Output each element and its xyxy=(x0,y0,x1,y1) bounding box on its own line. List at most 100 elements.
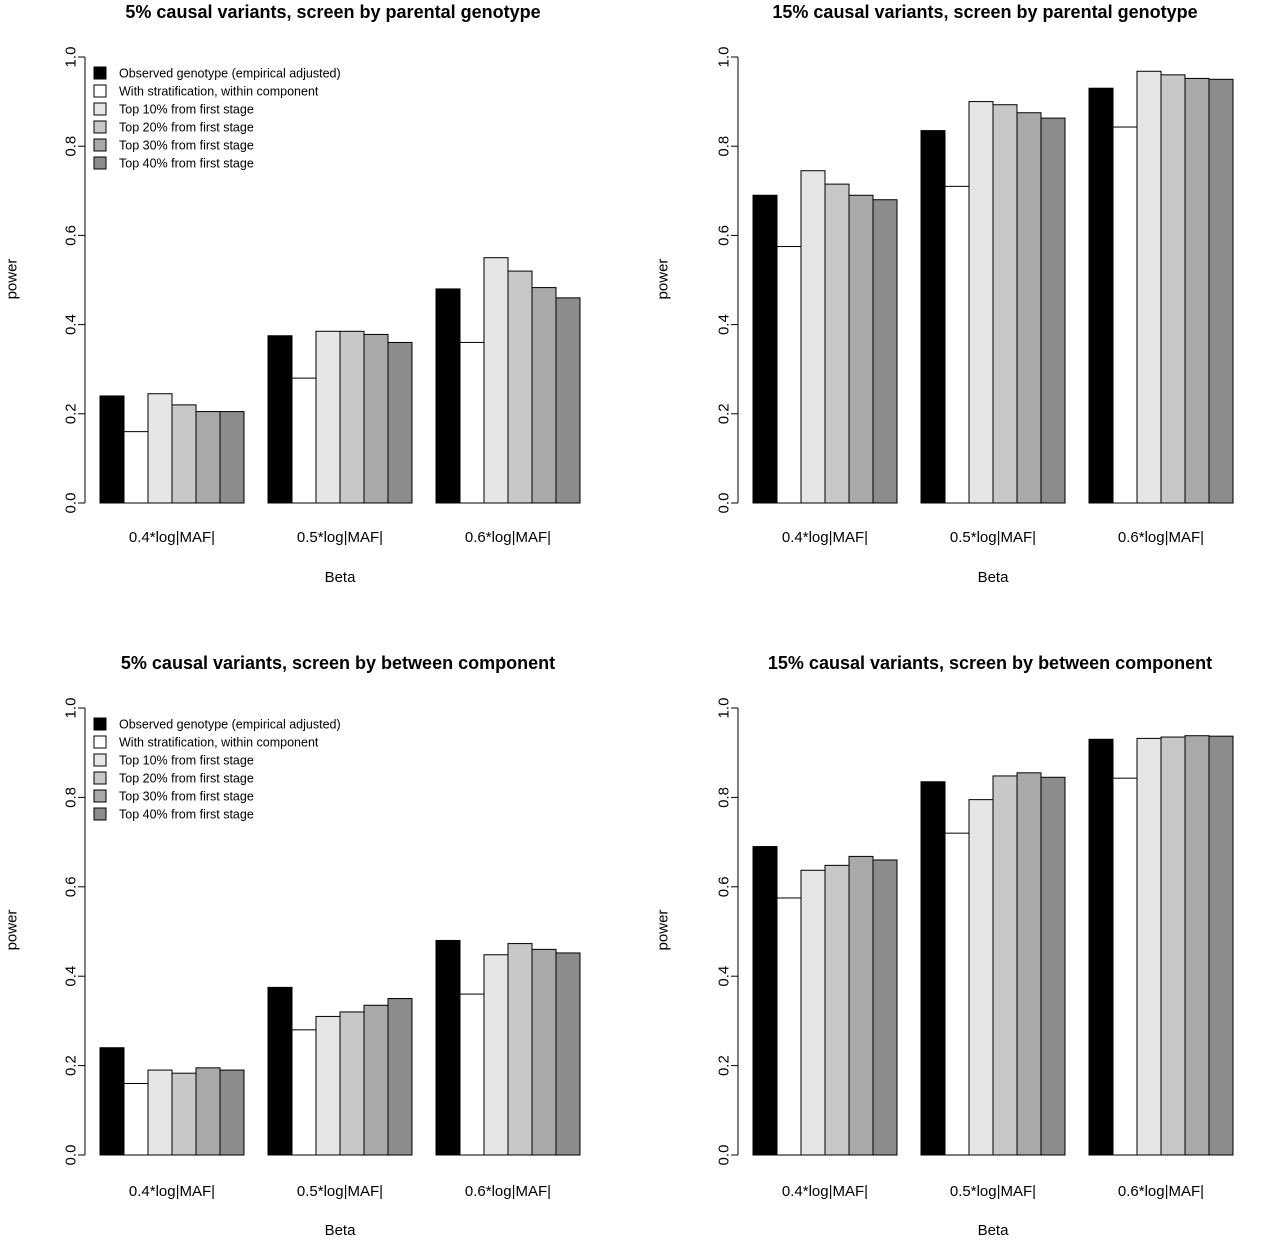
chart-panel-2: 15% causal variants, screen by parental … xyxy=(655,2,1234,586)
bar-series-3-cat-1 xyxy=(147,393,173,504)
legend-swatch xyxy=(93,120,107,134)
bar-series-6-cat-1 xyxy=(219,411,245,504)
bar-series-2-cat-3 xyxy=(459,341,485,504)
y-tick-label: 0.0 xyxy=(716,1145,733,1166)
bar-series-4-cat-1 xyxy=(171,404,197,504)
y-tick-label: 0.4 xyxy=(716,314,733,335)
legend: Observed genotype (empirical adjusted) Wi… xyxy=(93,66,341,171)
bar-series-6-cat-2 xyxy=(1040,117,1066,504)
bar-series-2-cat-3 xyxy=(1112,126,1138,504)
bar-series-1-cat-1 xyxy=(99,395,125,504)
bar-series-6-cat-1 xyxy=(872,199,898,504)
bar-series-4-cat-2 xyxy=(339,1011,365,1156)
x-category-label: 0.4*log|MAF| xyxy=(129,529,215,546)
bar-series-2-cat-2 xyxy=(944,832,970,1156)
bar-series-2-cat-3 xyxy=(459,993,485,1156)
x-category-label: 0.5*log|MAF| xyxy=(297,1183,383,1200)
y-tick-label: 0.0 xyxy=(716,493,733,514)
legend-label: With stratification, within component xyxy=(119,85,319,99)
y-tick-label: 0.4 xyxy=(63,314,80,335)
bar-series-1-cat-3 xyxy=(435,288,461,504)
bar-series-6-cat-3 xyxy=(555,297,581,504)
bar-series-3-cat-1 xyxy=(147,1069,173,1156)
bar-series-4-cat-2 xyxy=(992,104,1018,504)
y-axis-title: power xyxy=(4,259,21,300)
y-tick-label: 1.0 xyxy=(63,698,80,719)
legend-swatch xyxy=(93,66,107,80)
bar-series-2-cat-2 xyxy=(291,1029,317,1156)
bar-series-5-cat-1 xyxy=(848,855,874,1156)
bar-series-3-cat-3 xyxy=(483,257,509,504)
bar-series-6-cat-3 xyxy=(555,952,581,1156)
x-category-label: 0.4*log|MAF| xyxy=(782,1183,868,1200)
legend-swatch xyxy=(93,807,107,821)
y-tick-label: 0.4 xyxy=(63,966,80,987)
legend-label: Top 20% from first stage xyxy=(119,772,254,786)
bar-series-2-cat-1 xyxy=(776,897,802,1156)
legend-swatch xyxy=(93,156,107,170)
y-tick-label: 0.0 xyxy=(63,1145,80,1166)
legend-label: Observed genotype (empirical adjusted) xyxy=(119,67,341,81)
x-axis-title: Beta xyxy=(978,1222,1010,1239)
y-axis-title: power xyxy=(4,910,21,951)
bar-series-5-cat-1 xyxy=(195,1067,221,1156)
bar-series-5-cat-2 xyxy=(363,1004,389,1156)
y-tick-label: 0.8 xyxy=(716,787,733,808)
bar-series-1-cat-3 xyxy=(1088,87,1114,504)
bar-series-2-cat-3 xyxy=(1112,777,1138,1156)
legend-label: Observed genotype (empirical adjusted) xyxy=(119,718,341,732)
bar-series-5-cat-2 xyxy=(363,333,389,504)
bar-series-1-cat-2 xyxy=(920,781,946,1156)
legend: Observed genotype (empirical adjusted) Wi… xyxy=(93,717,341,822)
bar-series-6-cat-3 xyxy=(1208,735,1234,1156)
bar-series-3-cat-3 xyxy=(1136,70,1162,504)
x-category-label: 0.5*log|MAF| xyxy=(950,529,1036,546)
bar-series-6-cat-3 xyxy=(1208,78,1234,504)
y-axis-title: power xyxy=(655,259,672,300)
y-tick-label: 0.2 xyxy=(63,1055,80,1076)
x-category-label: 0.6*log|MAF| xyxy=(1118,529,1204,546)
y-tick-label: 1.0 xyxy=(63,47,80,68)
bar-series-3-cat-1 xyxy=(800,170,826,504)
bar-series-3-cat-2 xyxy=(968,799,994,1156)
chart-title: 15% causal variants, screen by parental … xyxy=(772,2,1197,22)
bar-series-1-cat-3 xyxy=(435,939,461,1156)
legend-swatch xyxy=(93,771,107,785)
chart-title: 5% causal variants, screen by between co… xyxy=(121,653,555,673)
x-category-label: 0.5*log|MAF| xyxy=(950,1183,1036,1200)
bar-series-1-cat-1 xyxy=(752,846,778,1156)
y-tick-label: 0.4 xyxy=(716,966,733,987)
y-tick-label: 0.8 xyxy=(63,787,80,808)
legend-swatch xyxy=(93,138,107,152)
chart-panel-3: 5% causal variants, screen by between co… xyxy=(4,653,581,1239)
legend-label: Top 10% from first stage xyxy=(119,754,254,768)
x-category-label: 0.4*log|MAF| xyxy=(782,529,868,546)
bar-series-3-cat-1 xyxy=(800,869,826,1156)
bar-series-6-cat-1 xyxy=(219,1069,245,1156)
y-tick-label: 0.2 xyxy=(716,1055,733,1076)
y-tick-label: 0.6 xyxy=(63,225,80,246)
bar-series-5-cat-3 xyxy=(531,948,557,1156)
bar-series-6-cat-2 xyxy=(387,341,413,504)
bar-series-1-cat-2 xyxy=(267,335,293,504)
legend-label: Top 30% from first stage xyxy=(119,790,254,804)
x-axis-title: Beta xyxy=(325,1222,357,1239)
x-category-label: 0.5*log|MAF| xyxy=(297,529,383,546)
legend-swatch xyxy=(93,717,107,731)
bar-series-3-cat-3 xyxy=(1136,737,1162,1156)
y-tick-label: 0.2 xyxy=(716,403,733,424)
bar-series-4-cat-3 xyxy=(507,270,533,504)
bar-series-6-cat-2 xyxy=(387,998,413,1156)
legend-label: Top 10% from first stage xyxy=(119,103,254,117)
y-tick-label: 1.0 xyxy=(716,47,733,68)
y-tick-label: 0.0 xyxy=(63,493,80,514)
bar-series-2-cat-1 xyxy=(776,246,802,504)
bar-series-3-cat-2 xyxy=(315,1015,341,1156)
bar-series-4-cat-1 xyxy=(824,183,850,504)
y-axis-title: power xyxy=(655,910,672,951)
bar-series-5-cat-3 xyxy=(1184,77,1210,504)
x-category-label: 0.6*log|MAF| xyxy=(465,529,551,546)
bar-series-4-cat-3 xyxy=(1160,736,1186,1156)
bar-series-2-cat-2 xyxy=(944,185,970,504)
